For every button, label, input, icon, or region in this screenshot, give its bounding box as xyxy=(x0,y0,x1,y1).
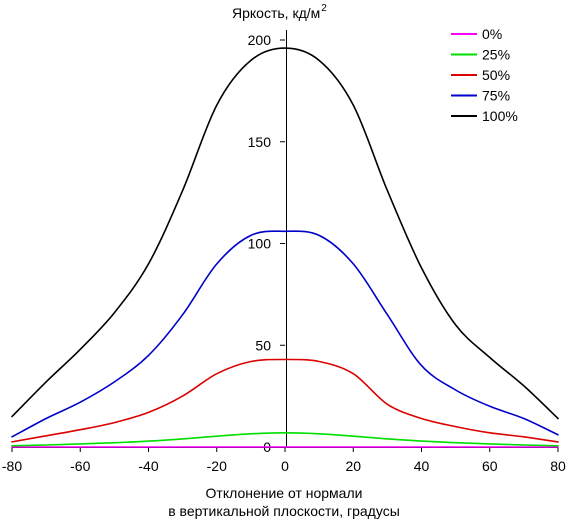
svg-text:Яркость, кд/м: Яркость, кд/м xyxy=(232,5,320,21)
series-line-1 xyxy=(11,432,559,447)
x-tick-label: -20 xyxy=(207,458,227,474)
y-axis-title-superscript: 2 xyxy=(321,3,327,14)
y-axis-title-text: Яркость, кд/м xyxy=(232,5,320,21)
series-line-2 xyxy=(11,358,559,443)
series-line-3 xyxy=(11,230,559,438)
y-tick-label: 100 xyxy=(248,236,272,252)
x-tick-label: 40 xyxy=(414,458,430,474)
x-axis-title-line1: Отклонение от нормали xyxy=(206,485,363,501)
legend-label: 75% xyxy=(482,88,510,104)
x-tick-label: 0 xyxy=(281,458,289,474)
x-axis-title-line2: в вертикальной плоскости, градусы xyxy=(168,503,400,519)
x-tick-label: -60 xyxy=(70,458,90,474)
legend-label: 100% xyxy=(482,108,518,124)
y-axis-title: Яркость, кд/м 2 xyxy=(232,3,327,21)
legend-label: 0% xyxy=(482,26,502,42)
y-tick-label: 150 xyxy=(248,134,272,150)
legend-label: 25% xyxy=(482,47,510,63)
x-tick-label: 20 xyxy=(345,458,361,474)
x-tick-label: 60 xyxy=(482,458,498,474)
y-tick-label: 200 xyxy=(248,32,272,48)
series-line-4 xyxy=(11,47,559,420)
x-tick-label: -40 xyxy=(138,458,158,474)
x-tick-label: -80 xyxy=(2,458,22,474)
legend-label: 50% xyxy=(482,67,510,83)
legend: 0% 25% 50% 75% 100% xyxy=(451,26,518,124)
series-lines xyxy=(11,47,559,448)
y-tick-label: 50 xyxy=(255,337,271,353)
x-tick-label: 80 xyxy=(550,458,566,474)
x-ticks: -80 -60 -40 -20 0 20 40 60 80 xyxy=(2,447,566,474)
